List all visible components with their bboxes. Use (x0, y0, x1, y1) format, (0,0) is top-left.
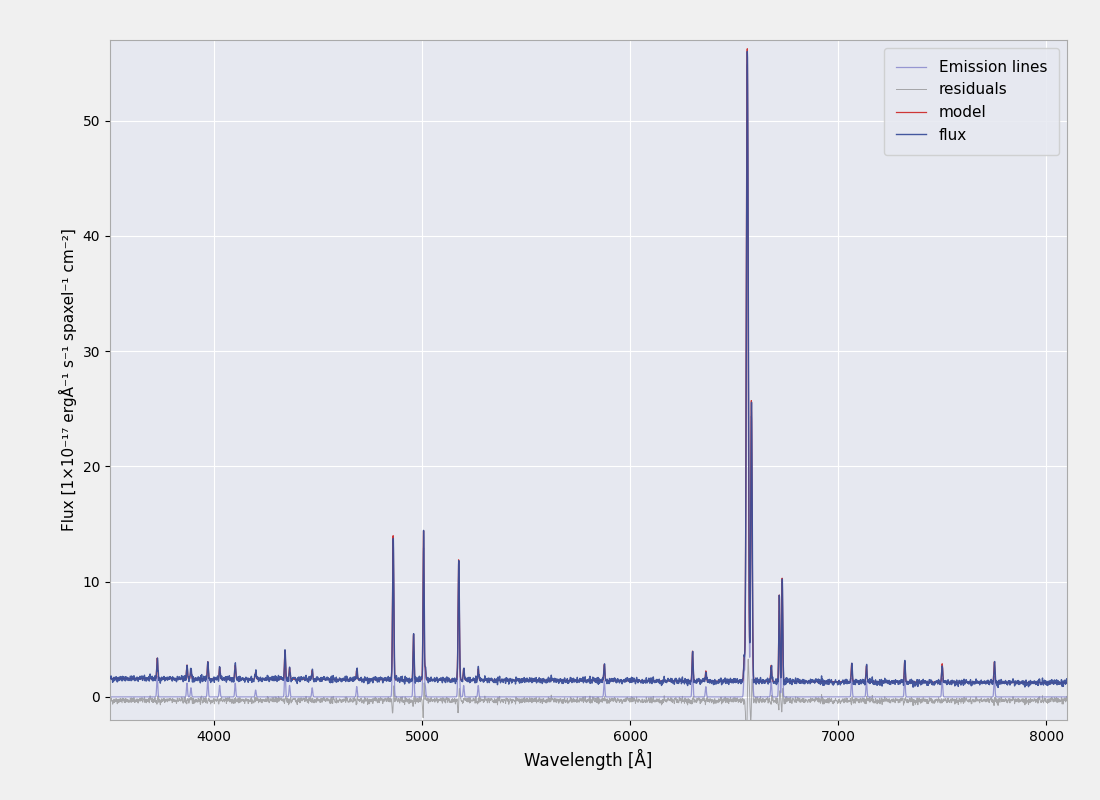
model (277, 672, 290, 682)
flux (740, 46, 754, 56)
flux (277, 671, 290, 681)
model (817, 677, 830, 686)
flux (817, 677, 830, 686)
flux (1060, 678, 1074, 687)
model (1060, 678, 1074, 687)
Line: flux: flux (110, 51, 1067, 687)
Emission lines (817, 692, 830, 702)
Legend: Emission lines, residuals, model, flux: Emission lines, residuals, model, flux (883, 48, 1059, 155)
residuals (726, 694, 739, 704)
residuals (817, 698, 830, 708)
model (726, 677, 739, 686)
Line: model: model (110, 49, 1067, 682)
residuals (739, 734, 752, 743)
flux (726, 675, 739, 685)
model (469, 675, 482, 685)
residuals (469, 694, 482, 703)
residuals (678, 697, 691, 706)
Emission lines (890, 692, 903, 702)
residuals (103, 694, 117, 704)
Emission lines (277, 690, 290, 699)
Emission lines (740, 59, 754, 69)
Emission lines (1060, 692, 1074, 702)
flux (678, 677, 691, 686)
residuals (741, 654, 755, 664)
flux (469, 674, 482, 683)
model (890, 677, 903, 686)
Emission lines (726, 692, 739, 702)
Line: residuals: residuals (110, 659, 1067, 738)
residuals (891, 694, 904, 704)
Y-axis label: Flux [1×10⁻¹⁷ ergÅ⁻¹ s⁻¹ spaxel⁻¹ cm⁻²]: Flux [1×10⁻¹⁷ ergÅ⁻¹ s⁻¹ spaxel⁻¹ cm⁻²] (59, 229, 77, 531)
residuals (277, 695, 290, 705)
flux (890, 677, 903, 686)
Emission lines (678, 692, 691, 702)
residuals (1060, 696, 1074, 706)
Line: Emission lines: Emission lines (110, 64, 1067, 697)
Emission lines (469, 692, 482, 702)
Emission lines (103, 692, 117, 702)
X-axis label: Wavelength [Å]: Wavelength [Å] (525, 750, 652, 770)
model (103, 674, 117, 683)
flux (103, 673, 117, 682)
model (740, 44, 754, 54)
model (678, 676, 691, 686)
flux (991, 682, 1004, 692)
